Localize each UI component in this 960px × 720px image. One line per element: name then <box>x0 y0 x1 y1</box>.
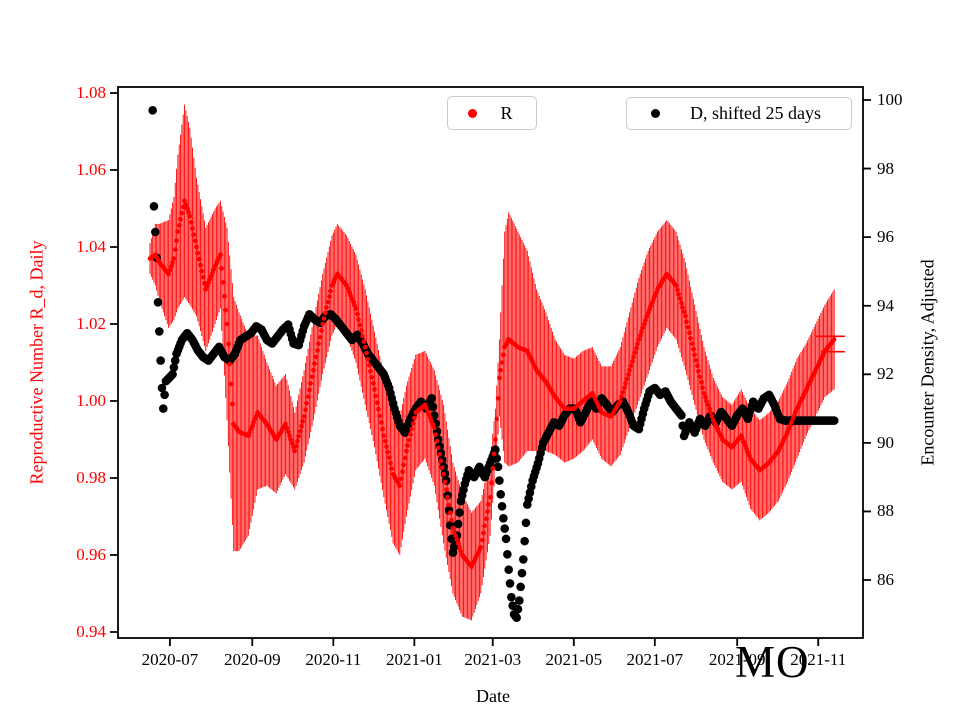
y-left-tick-label: 0.94 <box>76 622 106 641</box>
y-right-tick-label: 88 <box>877 501 894 521</box>
y-left-tick-label: 0.96 <box>76 545 106 564</box>
y-right-tick-label: 92 <box>877 364 894 384</box>
y-left-tick-label: 1.08 <box>76 83 106 102</box>
y-left-tick-label: 1.02 <box>76 314 106 333</box>
legend-r-marker-icon <box>468 108 477 118</box>
x-tick-label: 2021-07 <box>626 650 684 669</box>
x-tick-label: 2021-05 <box>545 650 603 669</box>
x-axis-label: Date <box>476 686 510 706</box>
y-right-tick-label: 90 <box>877 432 894 452</box>
y-axis-label-right: Encounter Density, Adjusted <box>917 259 938 466</box>
legend-d-marker-icon <box>651 109 660 118</box>
y-right-tick-label: 86 <box>877 570 894 589</box>
x-tick-label: 2020-07 <box>141 650 199 669</box>
x-tick-label: 2021-09 <box>708 650 766 669</box>
legend-r-label: R <box>500 102 513 123</box>
legend-r-series: R <box>447 96 537 130</box>
y-right-tick-label: 98 <box>877 158 894 178</box>
y-left-tick-label: 1.04 <box>76 237 106 256</box>
y-right-tick-label: 94 <box>877 295 894 315</box>
y-left-tick-label: 1.06 <box>76 160 106 179</box>
y-right-tick-label: 100 <box>877 90 903 109</box>
y-right-tick-label: 96 <box>877 227 894 247</box>
x-tick-label: 2021-03 <box>464 650 522 669</box>
legend-d-label: D, shifted 25 days <box>690 103 821 123</box>
y-left-tick-label: 1.00 <box>76 391 106 410</box>
x-tick-label: 2020-09 <box>223 650 281 669</box>
x-tick-label: 2021-11 <box>790 650 847 669</box>
y-axis-label-left: Reproductive Number R_d, Daily <box>26 240 47 485</box>
state-watermark: MO <box>735 637 810 687</box>
x-tick-label: 2020-11 <box>305 650 362 669</box>
x-tick-label: 2021-01 <box>386 650 443 669</box>
y-left-tick-label: 0.98 <box>76 468 106 487</box>
legend-d-series: D, shifted 25 days <box>626 97 852 130</box>
